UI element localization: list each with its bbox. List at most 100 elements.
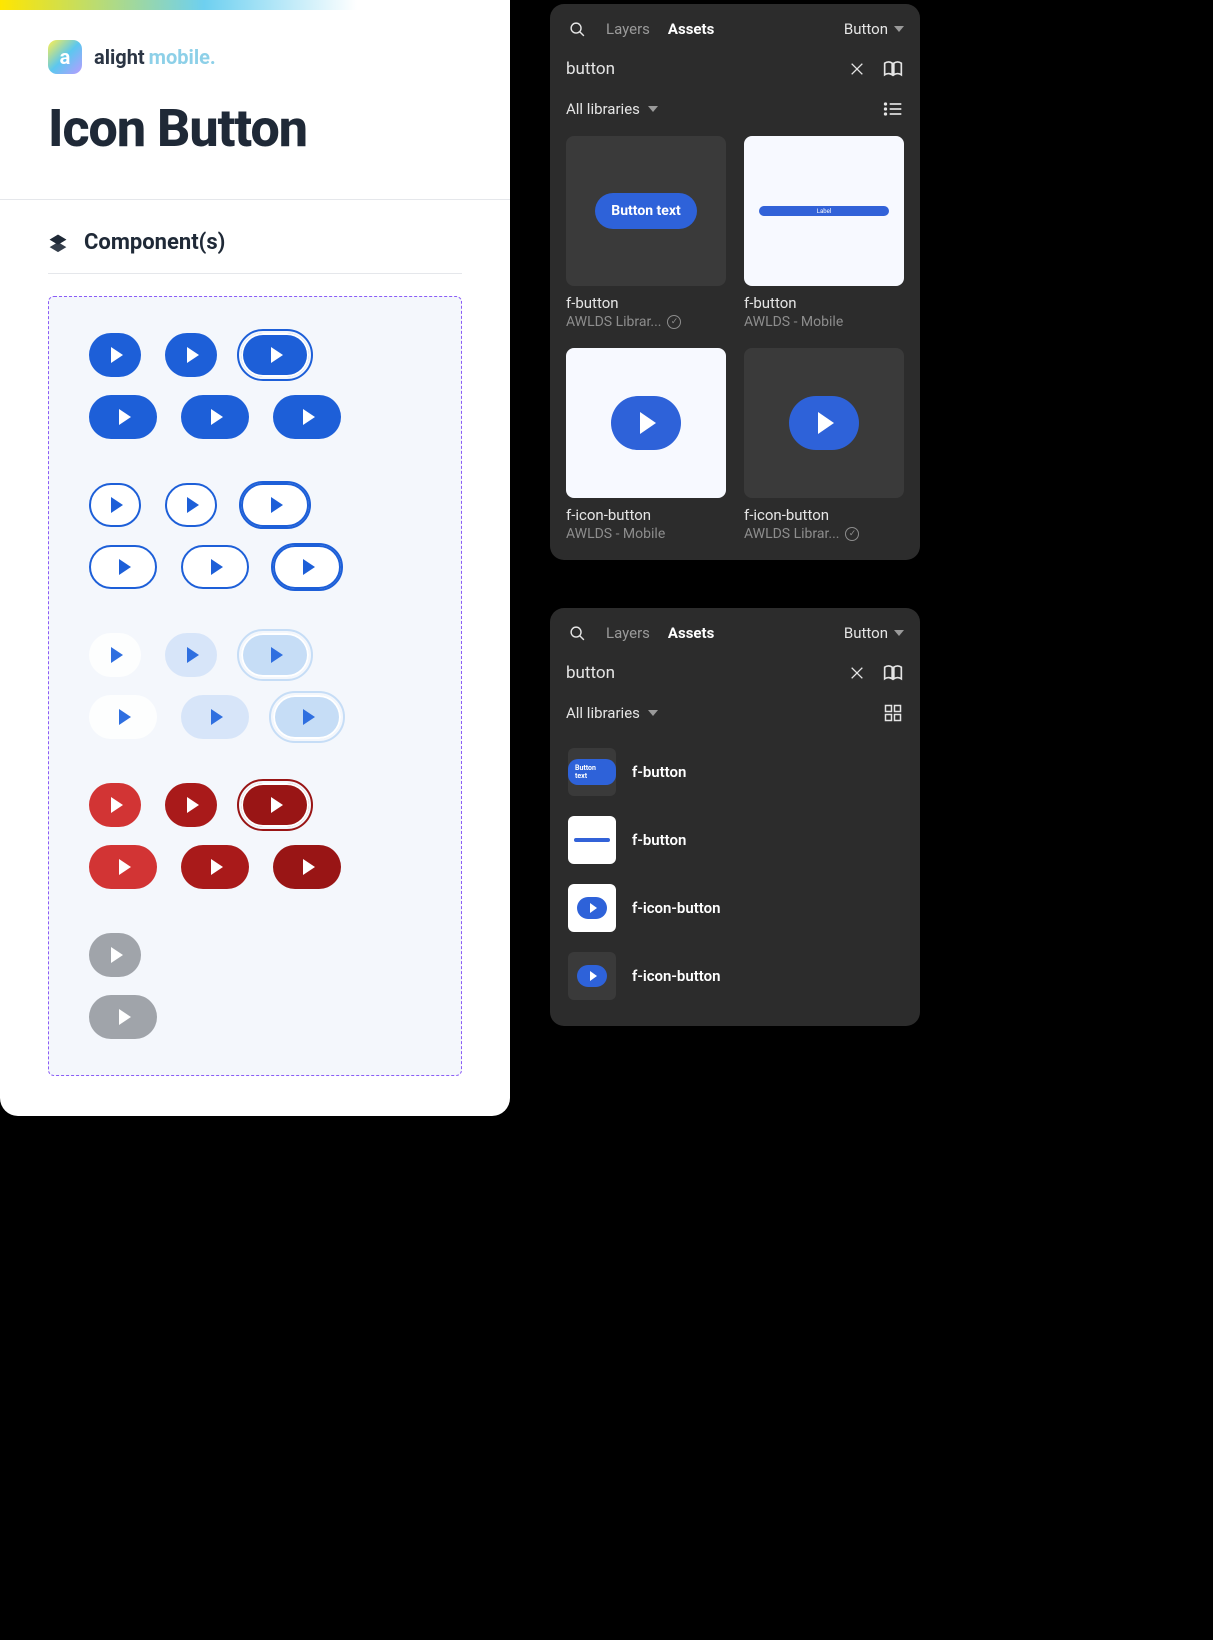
thumb-play bbox=[789, 396, 859, 450]
variant-row bbox=[89, 695, 421, 739]
grid-view-toggle-icon[interactable] bbox=[882, 702, 904, 724]
asset-name: f-button bbox=[632, 763, 686, 781]
icon-button-variant[interactable] bbox=[273, 695, 341, 739]
icon-button-variant[interactable] bbox=[89, 333, 141, 377]
asset-thumbnail bbox=[568, 884, 616, 932]
variant-group-danger bbox=[89, 783, 421, 889]
asset-name: f-button bbox=[632, 831, 686, 849]
play-icon bbox=[640, 412, 656, 434]
asset-list-item[interactable]: f-icon-button bbox=[566, 944, 904, 1008]
search-input[interactable]: button bbox=[566, 59, 832, 79]
clear-search-icon[interactable] bbox=[846, 58, 868, 80]
chevron-down-icon bbox=[894, 26, 904, 32]
variant-row bbox=[89, 395, 421, 439]
tab-assets[interactable]: Assets bbox=[668, 624, 714, 642]
play-icon bbox=[818, 412, 834, 434]
verified-icon: ✓ bbox=[667, 315, 681, 329]
variant-row bbox=[89, 783, 421, 827]
variant-group-filled bbox=[89, 333, 421, 439]
asset-thumbnail: Button text bbox=[568, 748, 616, 796]
brand-name: alight mobile. bbox=[94, 45, 216, 69]
search-icon[interactable] bbox=[566, 18, 588, 40]
brand-name-a: alight bbox=[94, 45, 145, 69]
library-icon[interactable] bbox=[882, 662, 904, 684]
variant-row bbox=[89, 545, 421, 589]
play-icon bbox=[187, 647, 199, 663]
play-icon bbox=[111, 797, 123, 813]
variant-row bbox=[89, 633, 421, 677]
search-icon[interactable] bbox=[566, 622, 588, 644]
chevron-down-icon bbox=[648, 106, 658, 112]
libraries-filter-label: All libraries bbox=[566, 704, 640, 722]
asset-thumbnail bbox=[568, 952, 616, 1000]
asset-card[interactable]: f-icon-buttonAWLDS Librar...✓ bbox=[744, 348, 904, 542]
thumb-bar: Label bbox=[759, 206, 889, 216]
asset-thumbnail: Label bbox=[744, 136, 904, 286]
icon-button-variant[interactable] bbox=[181, 845, 249, 889]
icon-button-variant[interactable] bbox=[181, 695, 249, 739]
play-icon bbox=[119, 1009, 131, 1025]
tab-layers[interactable]: Layers bbox=[606, 624, 650, 642]
list-view-toggle-icon[interactable] bbox=[882, 98, 904, 120]
thumb-button: Button text bbox=[568, 759, 616, 785]
brand-name-b: mobile. bbox=[149, 45, 216, 69]
asset-card[interactable]: Labelf-buttonAWLDS - Mobile bbox=[744, 136, 904, 330]
icon-button-variant[interactable] bbox=[241, 483, 309, 527]
play-icon bbox=[111, 497, 123, 513]
icon-button-variant[interactable] bbox=[165, 483, 217, 527]
tab-assets[interactable]: Assets bbox=[668, 20, 714, 38]
variant-group-disabled bbox=[89, 933, 421, 1039]
asset-list-item[interactable]: f-button bbox=[566, 808, 904, 872]
play-icon bbox=[303, 409, 315, 425]
brand-logo: a bbox=[48, 40, 82, 74]
icon-button-variant[interactable] bbox=[273, 545, 341, 589]
icon-button-variant[interactable] bbox=[89, 995, 157, 1039]
tab-layers[interactable]: Layers bbox=[606, 20, 650, 38]
verified-icon: ✓ bbox=[845, 527, 859, 541]
component-variants-frame[interactable] bbox=[48, 296, 462, 1076]
page-selector[interactable]: Button bbox=[844, 20, 904, 38]
page-selector[interactable]: Button bbox=[844, 624, 904, 642]
play-icon bbox=[590, 971, 597, 981]
search-input[interactable]: button bbox=[566, 663, 832, 683]
icon-button-variant[interactable] bbox=[241, 633, 309, 677]
icon-button-variant[interactable] bbox=[89, 633, 141, 677]
icon-button-variant[interactable] bbox=[181, 395, 249, 439]
icon-button-variant[interactable] bbox=[89, 545, 157, 589]
asset-list-item[interactable]: Button text f-button bbox=[566, 740, 904, 804]
libraries-filter[interactable]: All libraries bbox=[566, 100, 658, 118]
icon-button-variant[interactable] bbox=[165, 333, 217, 377]
brand-gradient-bar bbox=[0, 0, 510, 10]
icon-button-variant[interactable] bbox=[89, 783, 141, 827]
icon-button-variant[interactable] bbox=[241, 333, 309, 377]
icon-button-variant[interactable] bbox=[165, 783, 217, 827]
icon-button-variant[interactable] bbox=[273, 395, 341, 439]
icon-button-variant[interactable] bbox=[273, 845, 341, 889]
clear-search-icon[interactable] bbox=[846, 662, 868, 684]
icon-button-variant[interactable] bbox=[89, 395, 157, 439]
library-icon[interactable] bbox=[882, 58, 904, 80]
icon-button-variant[interactable] bbox=[89, 695, 157, 739]
asset-grid: Button textf-buttonAWLDS Librar...✓ Label… bbox=[566, 136, 904, 542]
icon-button-variant[interactable] bbox=[89, 933, 141, 977]
page-title: Icon Button bbox=[48, 98, 462, 159]
icon-button-variant[interactable] bbox=[89, 845, 157, 889]
variant-row bbox=[89, 483, 421, 527]
asset-list-item[interactable]: f-icon-button bbox=[566, 876, 904, 940]
asset-name: f-button bbox=[566, 294, 726, 312]
asset-list: Button text f-button f-button f-icon-button… bbox=[566, 740, 904, 1008]
icon-button-variant[interactable] bbox=[241, 783, 309, 827]
play-icon bbox=[211, 709, 223, 725]
icon-button-variant[interactable] bbox=[89, 483, 141, 527]
asset-name: f-icon-button bbox=[566, 506, 726, 524]
asset-card[interactable]: Button textf-buttonAWLDS Librar...✓ bbox=[566, 136, 726, 330]
libraries-filter[interactable]: All libraries bbox=[566, 704, 658, 722]
asset-name: f-icon-button bbox=[744, 506, 904, 524]
icon-button-variant[interactable] bbox=[181, 545, 249, 589]
documentation-panel: a alight mobile. Icon Button Component(s… bbox=[0, 0, 510, 1116]
play-icon bbox=[119, 859, 131, 875]
asset-card[interactable]: f-icon-buttonAWLDS - Mobile bbox=[566, 348, 726, 542]
assets-panel-list: Layers Assets Button button All librarie… bbox=[550, 608, 920, 1026]
asset-name: f-button bbox=[744, 294, 904, 312]
icon-button-variant[interactable] bbox=[165, 633, 217, 677]
